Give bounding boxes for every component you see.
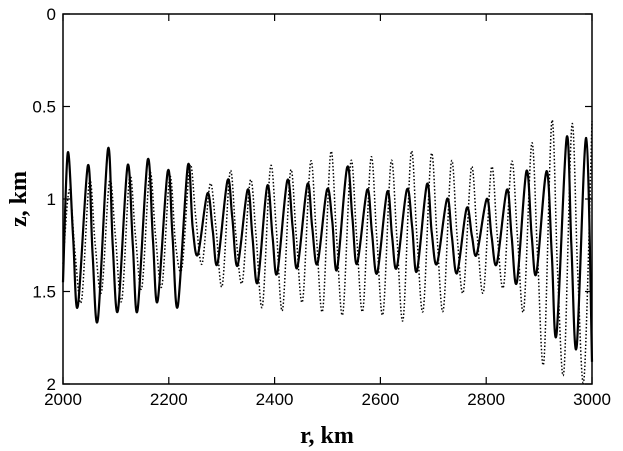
y-tick-label: 1 (47, 190, 56, 209)
x-tick-label: 3000 (573, 390, 611, 409)
x-tick-label: 2200 (150, 390, 188, 409)
x-axis-title: r, km (300, 423, 354, 449)
plot-frame (62, 13, 593, 385)
y-axis-title: z, km (6, 171, 32, 227)
x-tick-label: 2400 (256, 390, 294, 409)
x-tick-label: 2600 (361, 390, 399, 409)
y-tick-label: 2 (47, 375, 56, 394)
y-tick-label: 1.5 (32, 283, 56, 302)
x-tick-label: 2800 (467, 390, 505, 409)
series-line-dotted (62, 119, 593, 384)
y-tick-label: 0.5 (32, 98, 56, 117)
y-tick-label: 0 (47, 5, 56, 24)
series-line-solid (61, 135, 594, 362)
tick-layer: 2000 2200 2400 2600 2800 3000 0 0.5 1 1.5 2 (32, 5, 611, 409)
series-layer (61, 119, 594, 384)
x-tick-label: 2000 (44, 390, 82, 409)
